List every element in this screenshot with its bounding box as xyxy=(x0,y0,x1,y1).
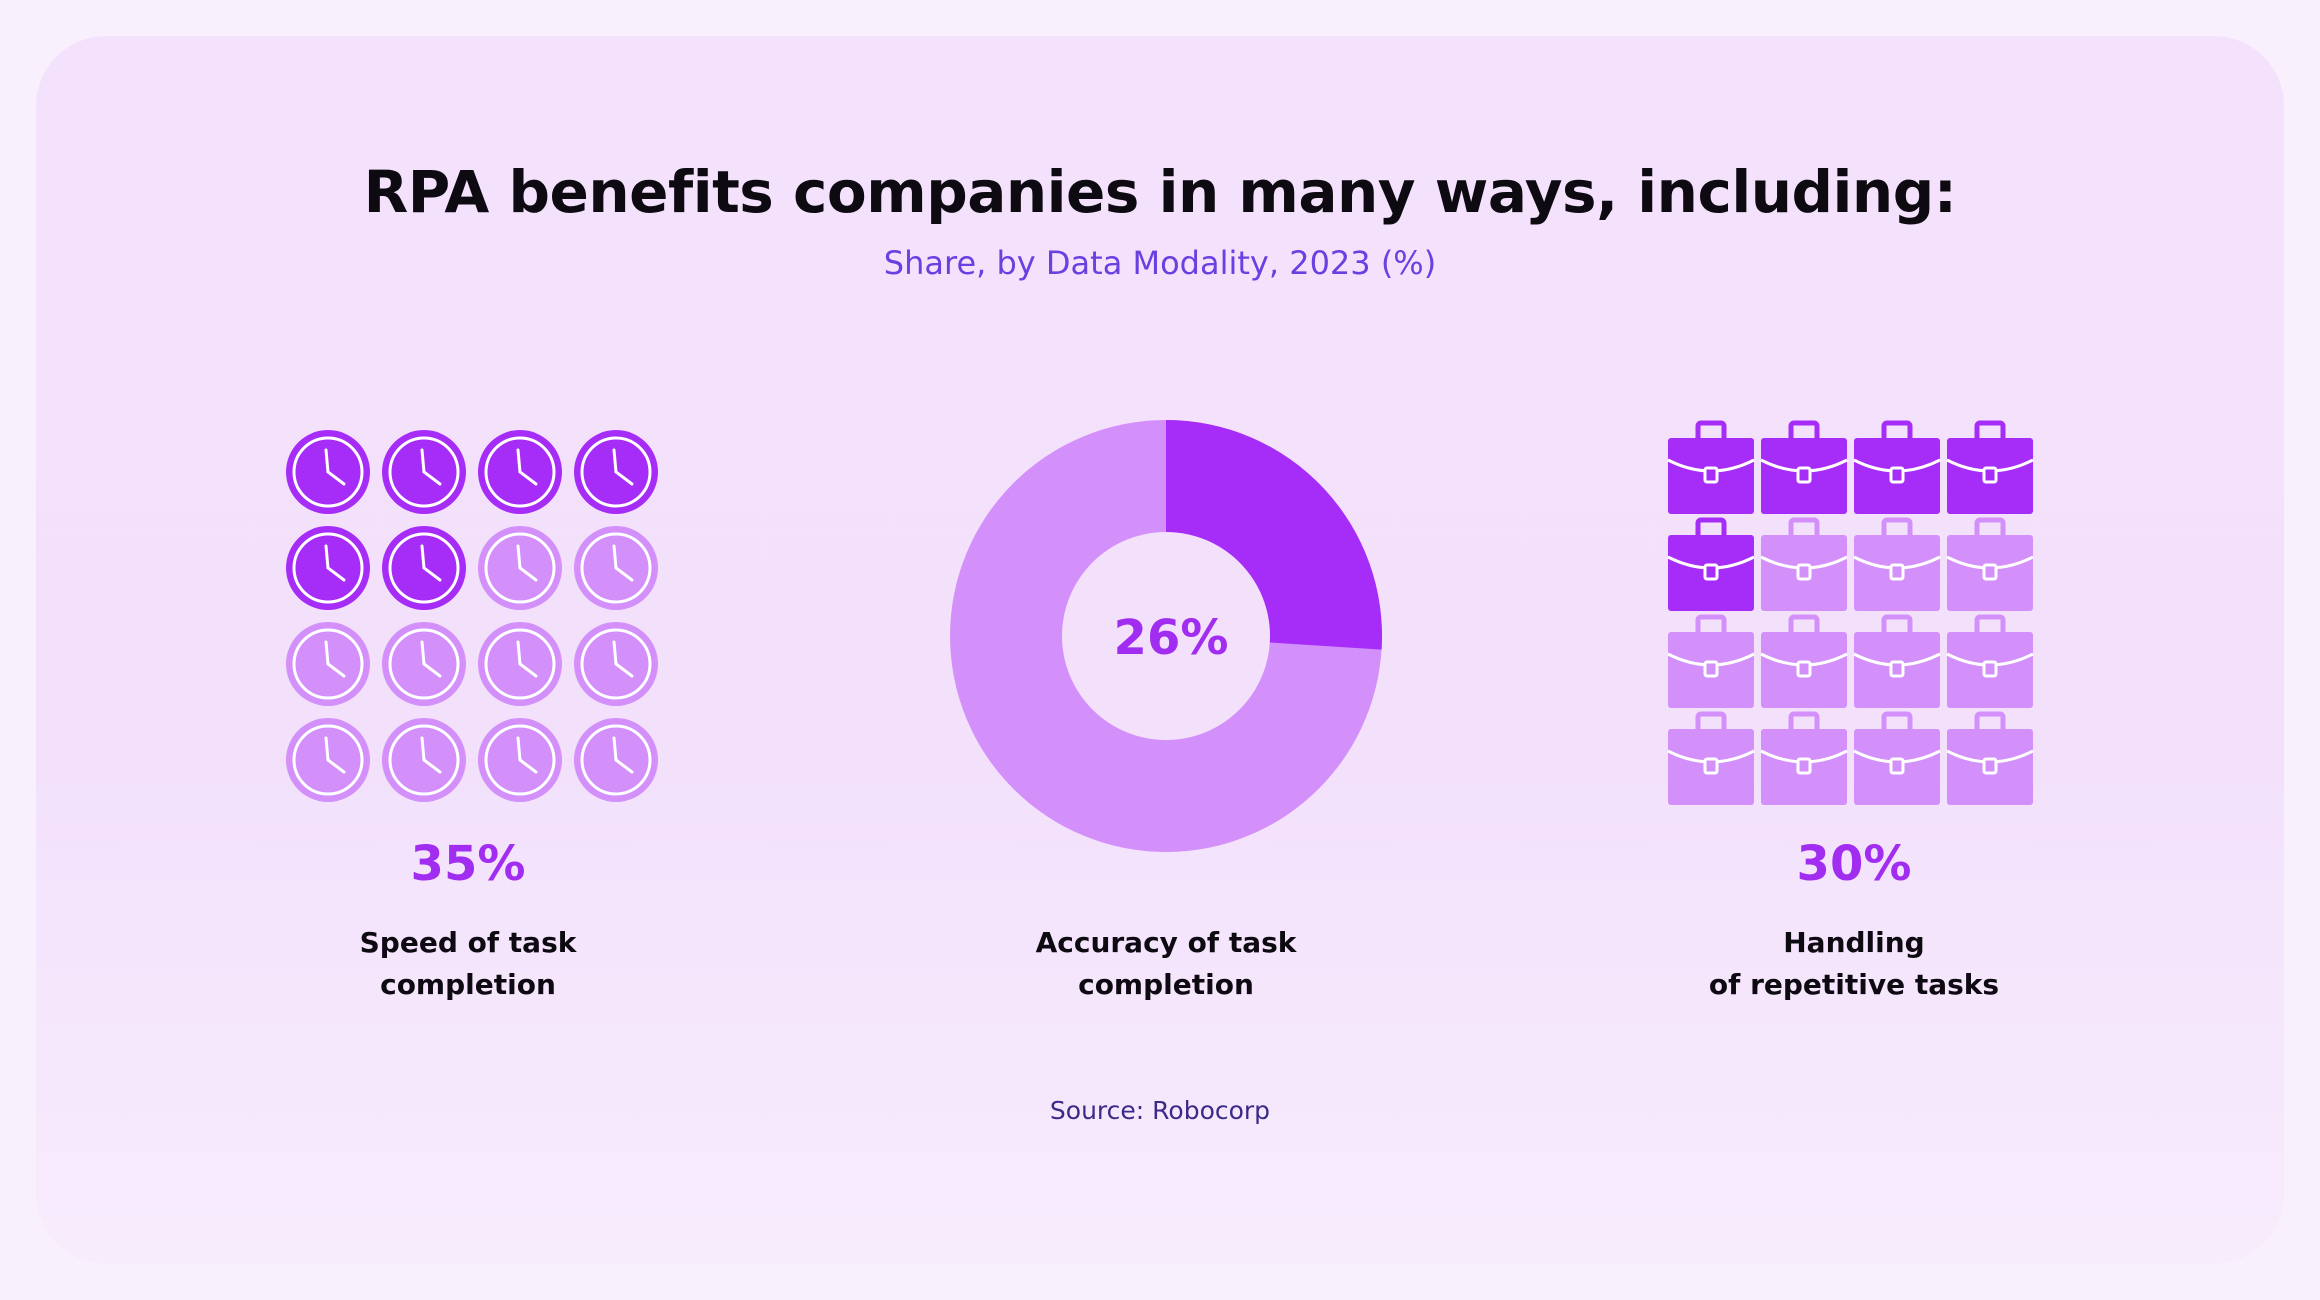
briefcase-icon-filled xyxy=(1760,420,1848,514)
briefcase-icon-unfilled xyxy=(1760,711,1848,805)
repetitive-label-line-2: of repetitive tasks xyxy=(1708,968,2000,1001)
briefcase-icon-unfilled xyxy=(1667,614,1755,708)
clock-icon-unfilled xyxy=(286,622,370,706)
speed-label: Speed of task completion xyxy=(268,922,668,1006)
accuracy-label: Accuracy of task completion xyxy=(966,922,1366,1006)
source-note: Source: Robocorp xyxy=(1049,1096,1271,1125)
briefcase-icon-unfilled xyxy=(1946,517,2034,611)
accuracy-label-line-1: Accuracy of task xyxy=(1035,926,1297,959)
chart-subtitle: Share, by Data Modality, 2023 (%) xyxy=(883,244,1437,282)
donut-hole xyxy=(1062,532,1270,740)
repetitive-percent: 30% xyxy=(1796,836,1912,892)
speed-label-line-1: Speed of task xyxy=(359,926,577,959)
accuracy-label-line-2: completion xyxy=(1078,968,1254,1001)
speed-percent: 35% xyxy=(410,836,526,892)
clock-icon-unfilled xyxy=(574,718,658,802)
briefcase-icon-unfilled xyxy=(1760,517,1848,611)
clock-icon-filled xyxy=(286,526,370,610)
briefcase-icon-unfilled xyxy=(1760,614,1848,708)
clock-icon-filled xyxy=(574,430,658,514)
briefcase-icon-unfilled xyxy=(1853,517,1941,611)
briefcase-pictogram xyxy=(1667,420,2034,805)
briefcase-icon-unfilled xyxy=(1667,711,1755,805)
clock-icon-unfilled xyxy=(574,526,658,610)
clock-icon-unfilled xyxy=(478,718,562,802)
clock-pictogram xyxy=(286,430,658,802)
briefcase-icon-unfilled xyxy=(1853,614,1941,708)
repetitive-label: Handling of repetitive tasks xyxy=(1654,922,2054,1006)
clock-icon-unfilled xyxy=(478,526,562,610)
briefcase-icon-filled xyxy=(1853,420,1941,514)
clock-icon-unfilled xyxy=(286,718,370,802)
repetitive-label-line-1: Handling xyxy=(1783,926,1925,959)
briefcase-icon-unfilled xyxy=(1946,614,2034,708)
clock-icon-unfilled xyxy=(382,622,466,706)
clock-icon-unfilled xyxy=(382,718,466,802)
clock-icon-filled xyxy=(382,430,466,514)
briefcase-icon-filled xyxy=(1946,420,2034,514)
accuracy-percent: 26% xyxy=(1113,610,1229,666)
briefcase-icon-unfilled xyxy=(1946,711,2034,805)
briefcase-icon-filled xyxy=(1667,517,1755,611)
clock-icon-filled xyxy=(286,430,370,514)
accuracy-donut xyxy=(950,420,1382,852)
briefcase-icon-filled xyxy=(1667,420,1755,514)
clock-icon-unfilled xyxy=(478,622,562,706)
clock-icon-unfilled xyxy=(574,622,658,706)
briefcase-icon-unfilled xyxy=(1853,711,1941,805)
chart-title: RPA benefits companies in many ways, inc… xyxy=(363,158,1957,226)
clock-icon-filled xyxy=(382,526,466,610)
speed-label-line-2: completion xyxy=(380,968,556,1001)
clock-icon-filled xyxy=(478,430,562,514)
